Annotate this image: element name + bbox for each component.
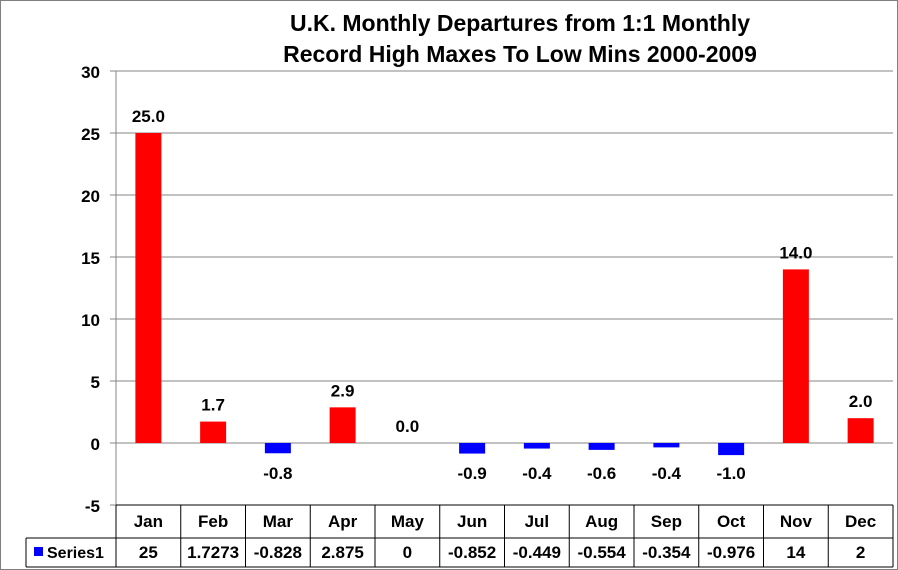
x-category-label: Jan — [134, 512, 163, 531]
data-label: -1.0 — [716, 464, 745, 483]
bar — [135, 133, 162, 443]
x-category-label: Sep — [651, 512, 682, 531]
x-category-label: Jun — [457, 512, 487, 531]
table-value: -0.976 — [707, 543, 755, 562]
bar — [264, 443, 291, 454]
bar — [653, 443, 680, 448]
x-category-label: Feb — [198, 512, 228, 531]
table-value: 14 — [786, 543, 805, 562]
bar — [782, 269, 809, 443]
bar — [523, 443, 550, 449]
chart-title-line-2: Record High Maxes To Low Mins 2000-2009 — [283, 41, 757, 67]
table-value: -0.449 — [513, 543, 561, 562]
x-category-label: Apr — [328, 512, 358, 531]
data-label: -0.6 — [587, 464, 616, 483]
data-label: 25.0 — [132, 107, 165, 126]
table-value: 25 — [139, 543, 158, 562]
x-category-label: May — [391, 512, 425, 531]
y-tick-label: 0 — [91, 435, 100, 454]
bar — [329, 407, 356, 443]
data-label: 0.0 — [396, 417, 420, 436]
x-category-label: Aug — [585, 512, 618, 531]
table-value: -0.852 — [448, 543, 496, 562]
y-tick-label: 10 — [81, 311, 100, 330]
legend-label: Series1 — [47, 545, 104, 562]
bar — [847, 418, 874, 443]
table-value: 1.7273 — [187, 543, 239, 562]
bar — [718, 443, 745, 456]
bar — [588, 443, 615, 450]
x-category-label: Dec — [845, 512, 876, 531]
y-tick-label: 15 — [81, 249, 100, 268]
table-value: 2.875 — [321, 543, 364, 562]
data-label: -0.4 — [522, 464, 552, 483]
bar — [200, 421, 227, 443]
data-label: 14.0 — [779, 243, 812, 262]
bar — [459, 443, 486, 454]
y-tick-label: 5 — [91, 373, 100, 392]
x-category-label: Mar — [263, 512, 294, 531]
y-tick-label: 30 — [81, 63, 100, 82]
table-value: -0.354 — [642, 543, 691, 562]
data-label: -0.9 — [457, 464, 486, 483]
y-tick-label: 20 — [81, 187, 100, 206]
chart-title-line-1: U.K. Monthly Departures from 1:1 Monthly — [289, 10, 751, 36]
data-label: 2.9 — [331, 381, 355, 400]
legend-key — [34, 547, 43, 556]
data-label: -0.8 — [263, 464, 292, 483]
table-value: -0.554 — [578, 543, 627, 562]
table-value: 0 — [403, 543, 412, 562]
data-label: 1.7 — [201, 396, 225, 415]
y-tick-label: 25 — [81, 125, 100, 144]
x-category-label: Jul — [525, 512, 550, 531]
table-value: -0.828 — [254, 543, 302, 562]
x-category-label: Oct — [717, 512, 746, 531]
table-value: 2 — [856, 543, 865, 562]
y-tick-label: -5 — [85, 497, 100, 516]
x-category-label: Nov — [780, 512, 813, 531]
data-label: -0.4 — [652, 464, 682, 483]
chart-title: U.K. Monthly Departures from 1:1 Monthly… — [180, 8, 860, 70]
data-label: 2.0 — [849, 392, 873, 411]
